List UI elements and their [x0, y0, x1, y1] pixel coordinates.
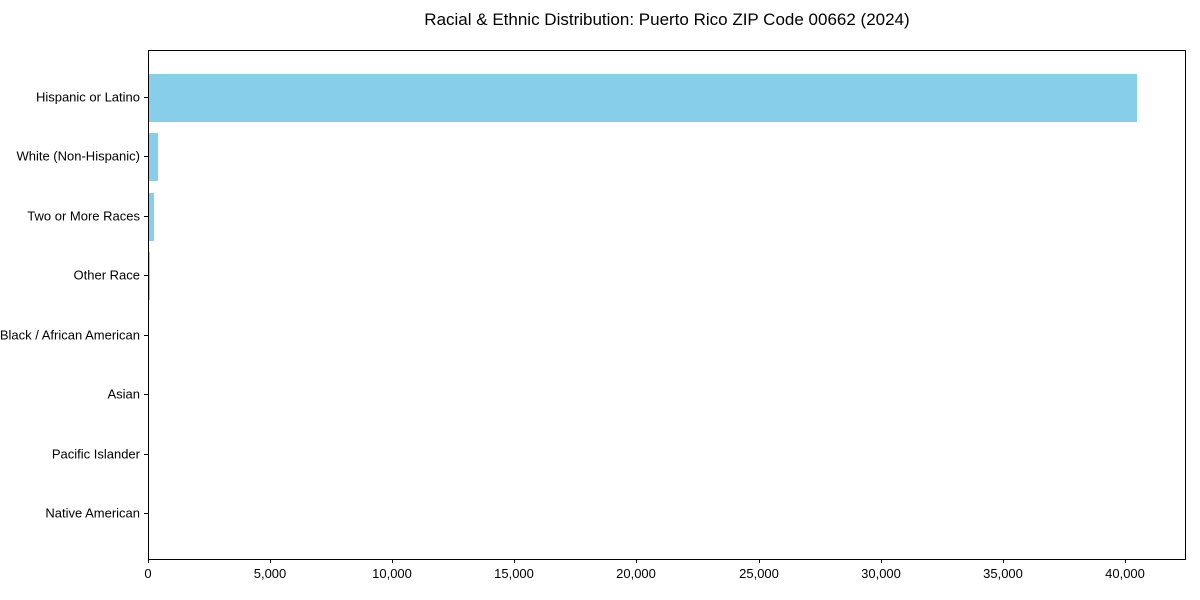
y-tick-label: Other Race	[73, 267, 140, 283]
x-axis-tick	[759, 559, 760, 563]
plot-area	[148, 50, 1186, 560]
bar	[149, 133, 158, 181]
x-axis-tick	[514, 559, 515, 563]
y-tick-label: White (Non-Hispanic)	[16, 148, 140, 164]
x-axis-tick	[270, 559, 271, 563]
y-tick-label: Two or More Races	[27, 208, 140, 224]
bar	[149, 74, 1137, 122]
y-axis-tick	[144, 394, 148, 395]
y-tick-label: Asian	[107, 386, 140, 402]
bar	[149, 252, 150, 300]
bar	[149, 193, 154, 241]
y-axis-tick	[144, 216, 148, 217]
x-tick-label: 40,000	[1105, 566, 1145, 581]
x-axis-tick	[148, 559, 149, 563]
y-axis-tick	[144, 275, 148, 276]
y-axis-tick	[144, 156, 148, 157]
y-axis-tick	[144, 513, 148, 514]
x-axis-tick	[392, 559, 393, 563]
x-tick-label: 5,000	[253, 566, 287, 581]
y-tick-label: Pacific Islander	[51, 446, 140, 462]
chart-title: Racial & Ethnic Distribution: Puerto Ric…	[424, 10, 910, 29]
x-tick-label: 10,000	[372, 566, 412, 581]
x-axis-tick	[881, 559, 882, 563]
y-axis-tick	[144, 97, 148, 98]
x-tick-label: 15,000	[494, 566, 534, 581]
y-tick-label: Black / African American	[0, 327, 140, 343]
x-tick-label: 20,000	[616, 566, 656, 581]
x-tick-label: 30,000	[861, 566, 901, 581]
x-axis-tick	[1125, 559, 1126, 563]
y-tick-label: Native American	[45, 505, 140, 521]
y-axis-tick	[144, 335, 148, 336]
y-tick-label: Hispanic or Latino	[35, 89, 140, 105]
y-axis-tick	[144, 454, 148, 455]
x-axis-tick	[636, 559, 637, 563]
x-axis-tick	[1003, 559, 1004, 563]
x-tick-label: 35,000	[983, 566, 1023, 581]
x-tick-label: 0	[144, 566, 152, 581]
x-tick-label: 25,000	[739, 566, 779, 581]
